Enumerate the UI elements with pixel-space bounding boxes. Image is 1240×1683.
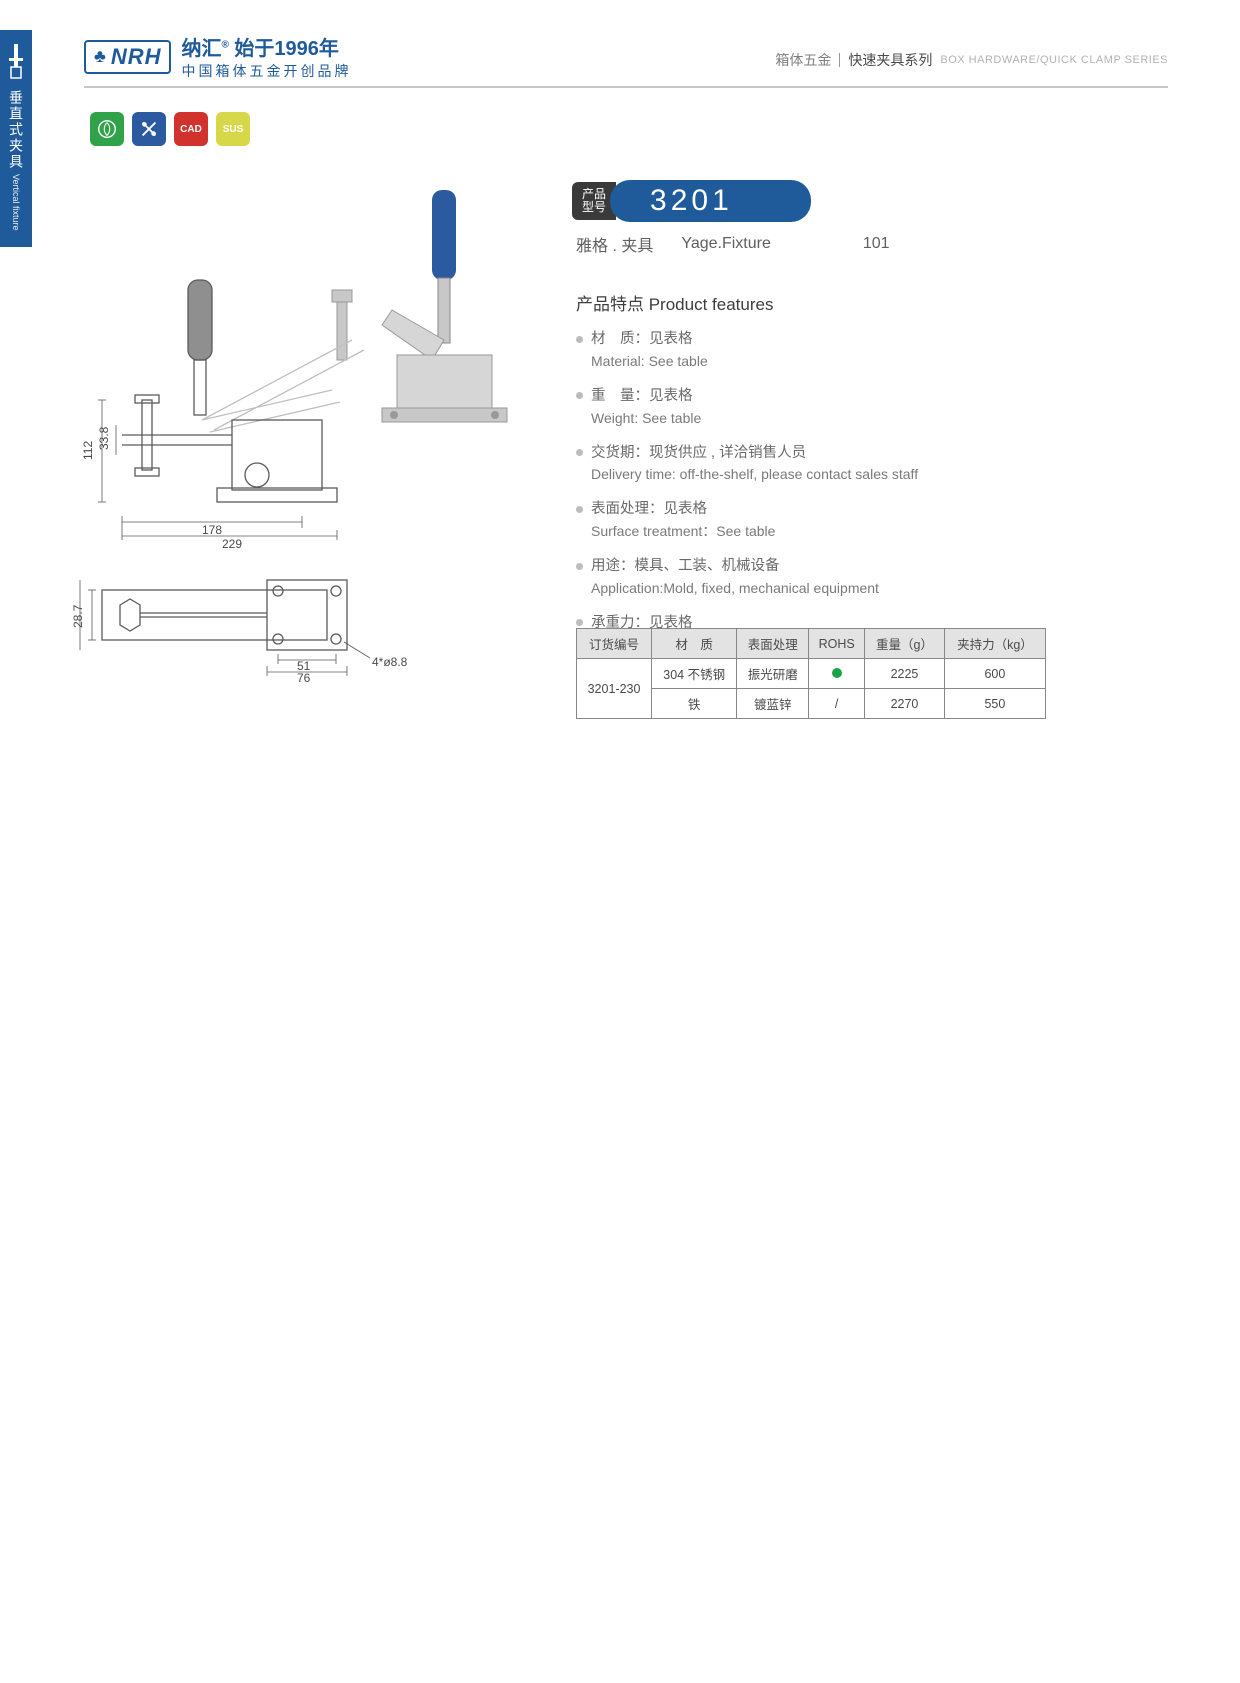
table-cell: / [809, 689, 865, 719]
header-cn1: 箱体五金 [775, 50, 831, 70]
club-icon: ♣ [94, 46, 107, 67]
model-sub-num: 101 [863, 235, 890, 253]
logo-code: NRH [111, 44, 162, 70]
cad-icon: CAD [174, 112, 208, 146]
sus-label: SUS [223, 124, 244, 135]
logo-line1-b: 始于1996年 [234, 38, 339, 60]
technical-diagram: 112 33.8 178 229 28.7 35.5 51 76 4*ø8.8 [72, 160, 552, 680]
feature-item: 表面处理：见表格Surface treatment：See table [576, 499, 1036, 542]
table-cell: 550 [944, 689, 1045, 719]
model-number: 3201 [610, 180, 811, 222]
table-cell: 600 [944, 659, 1045, 689]
tool-icon [132, 112, 166, 146]
table-row: 3201-230304 不锈钢振光研磨2225600 [577, 659, 1046, 689]
dim-33-8: 33.8 [97, 426, 111, 450]
feature-item: 重 量：见表格Weight: See table [576, 386, 1036, 429]
table-cell: 2225 [865, 659, 945, 689]
eco-icon [90, 112, 124, 146]
table-cell [809, 659, 865, 689]
page-header: ♣ NRH 纳汇® 始于1996年 中国箱体五金开创品牌 箱体五金 快速夹具系列… [84, 32, 1168, 88]
model-subtitle: 雅格 . 夹具 Yage.Fixture 101 [576, 232, 890, 256]
table-cell: 304 不锈钢 [652, 659, 737, 689]
table-header: ROHS [809, 629, 865, 659]
side-category-tab: 垂直式夹具 Vertical fixture [0, 30, 32, 247]
logo-text: 纳汇® 始于1996年 中国箱体五金开创品牌 [181, 32, 351, 81]
dim-178: 178 [202, 523, 222, 537]
side-tab-label-en: Vertical fixture [11, 174, 21, 231]
dim-35-5: 35.5 [72, 604, 75, 628]
rohs-dot-icon [832, 668, 842, 678]
table-header: 重量（g） [865, 629, 945, 659]
clamp-icon [7, 44, 25, 80]
reg-mark: ® [221, 39, 228, 50]
model-sub-en: Yage.Fixture [681, 235, 771, 253]
table-cell: 铁 [652, 689, 737, 719]
header-en: BOX HARDWARE/QUICK CLAMP SERIES [940, 54, 1168, 66]
feature-item: 用途：模具、工装、机械设备Application:Mold, fixed, me… [576, 556, 1036, 599]
order-no-cell: 3201-230 [577, 659, 652, 719]
table-cell: 2270 [865, 689, 945, 719]
table-cell: 振光研磨 [737, 659, 809, 689]
logo-line1-a: 纳汇 [181, 38, 221, 60]
dim-holes: 4*ø8.8 [372, 655, 408, 669]
sus-icon: SUS [216, 112, 250, 146]
feature-item: 材 质：见表格Material: See table [576, 329, 1036, 372]
header-category: 箱体五金 快速夹具系列 BOX HARDWARE/QUICK CLAMP SER… [775, 50, 1168, 70]
separator [839, 53, 840, 67]
features-heading: 产品特点 Product features [576, 290, 1036, 315]
logo-badge: ♣ NRH [84, 40, 171, 74]
table-header: 夹持力（kg） [944, 629, 1045, 659]
side-tab-label-cn: 垂直式夹具 [6, 90, 26, 170]
logo-line2: 中国箱体五金开创品牌 [181, 63, 351, 79]
spec-table: 订货编号材 质表面处理ROHS重量（g）夹持力（kg） 3201-230304 … [576, 628, 1046, 719]
table-header: 材 质 [652, 629, 737, 659]
dim-112: 112 [81, 441, 95, 460]
model-sub-cn: 雅格 . 夹具 [576, 232, 653, 256]
feature-item: 交货期：现货供应 , 详洽销售人员Delivery time: off-the-… [576, 443, 1036, 486]
cad-label: CAD [180, 124, 202, 135]
dim-76: 76 [297, 671, 311, 685]
table-cell: 镀蓝锌 [737, 689, 809, 719]
table-header: 订货编号 [577, 629, 652, 659]
product-features: 产品特点 Product features 材 质：见表格Material: S… [576, 290, 1036, 656]
table-header: 表面处理 [737, 629, 809, 659]
dim-229: 229 [222, 537, 242, 551]
model-badge: 产品 型号 3201 [572, 180, 811, 222]
header-cn2: 快速夹具系列 [848, 50, 932, 70]
feature-icon-row: CAD SUS [90, 112, 250, 146]
model-tag-l2: 型号 [582, 201, 606, 214]
model-tag-l1: 产品 [582, 187, 606, 201]
